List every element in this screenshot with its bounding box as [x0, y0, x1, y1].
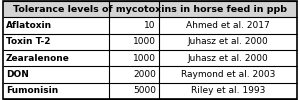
Text: DON: DON — [6, 70, 29, 79]
Bar — [3, 66, 297, 83]
Text: Ahmed et al. 2017: Ahmed et al. 2017 — [186, 21, 270, 30]
Text: Tolerance levels of mycotoxins in horse feed in ppb: Tolerance levels of mycotoxins in horse … — [13, 5, 287, 14]
Text: Juhasz et al. 2000: Juhasz et al. 2000 — [188, 37, 268, 46]
Text: Toxin T-2: Toxin T-2 — [6, 37, 50, 46]
Text: Fumonisin: Fumonisin — [6, 86, 58, 95]
Bar — [3, 50, 297, 66]
Text: 2000: 2000 — [133, 70, 156, 79]
Text: 10: 10 — [144, 21, 156, 30]
Text: Juhasz et al. 2000: Juhasz et al. 2000 — [188, 54, 268, 63]
Text: Raymond et al. 2003: Raymond et al. 2003 — [181, 70, 275, 79]
Text: 1000: 1000 — [133, 54, 156, 63]
Text: 1000: 1000 — [133, 37, 156, 46]
Text: Aflatoxin: Aflatoxin — [6, 21, 52, 30]
Text: Zearalenone: Zearalenone — [6, 54, 70, 63]
Bar — [3, 34, 297, 50]
Text: Riley et al. 1993: Riley et al. 1993 — [191, 86, 265, 95]
Bar — [3, 83, 297, 99]
Bar — [3, 17, 297, 34]
Text: 5000: 5000 — [133, 86, 156, 95]
Bar — [3, 1, 297, 17]
